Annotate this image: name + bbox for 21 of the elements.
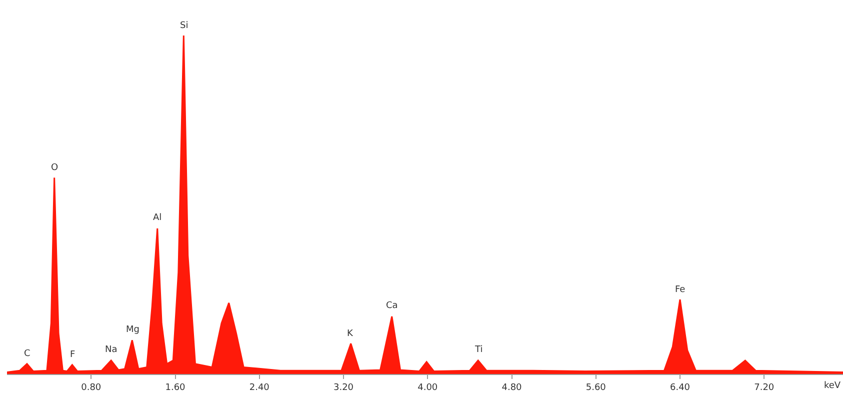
- annotation: Ti: [474, 345, 483, 355]
- annotation: O: [51, 163, 58, 173]
- x-tick-label: 3.20: [333, 382, 354, 393]
- annotation: Al: [153, 213, 162, 223]
- annotation: F: [70, 350, 76, 360]
- x-tick-label: 1.60: [165, 382, 186, 393]
- x-tick-label: 4.00: [418, 382, 438, 393]
- annotation: Fe: [675, 285, 686, 295]
- x-tick-label: 5.60: [586, 382, 606, 393]
- annotation: C: [24, 349, 30, 359]
- annotation: Si: [180, 21, 188, 31]
- annotation: Mg: [126, 325, 140, 335]
- x-tick-label: 6.40: [670, 382, 690, 393]
- annotation: Ca: [386, 301, 398, 311]
- annotation: Na: [105, 345, 118, 355]
- x-axis-title: keV: [824, 381, 842, 391]
- x-tick-label: 4.80: [502, 382, 522, 393]
- x-tick-label: 7.20: [754, 382, 774, 393]
- x-tick-label: 0.80: [81, 382, 102, 393]
- x-tick-label: 2.40: [249, 382, 270, 393]
- annotation: K: [347, 329, 354, 339]
